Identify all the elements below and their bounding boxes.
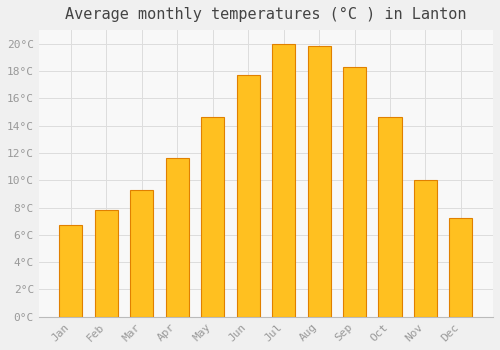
Bar bbox=[450, 218, 472, 317]
Bar bbox=[166, 159, 189, 317]
Bar bbox=[272, 44, 295, 317]
Bar bbox=[378, 118, 402, 317]
Bar bbox=[414, 180, 437, 317]
Bar bbox=[95, 210, 118, 317]
Bar bbox=[236, 75, 260, 317]
Title: Average monthly temperatures (°C ) in Lanton: Average monthly temperatures (°C ) in La… bbox=[65, 7, 466, 22]
Bar bbox=[343, 67, 366, 317]
Bar bbox=[308, 47, 330, 317]
Bar bbox=[60, 225, 82, 317]
Bar bbox=[130, 190, 154, 317]
Bar bbox=[201, 118, 224, 317]
